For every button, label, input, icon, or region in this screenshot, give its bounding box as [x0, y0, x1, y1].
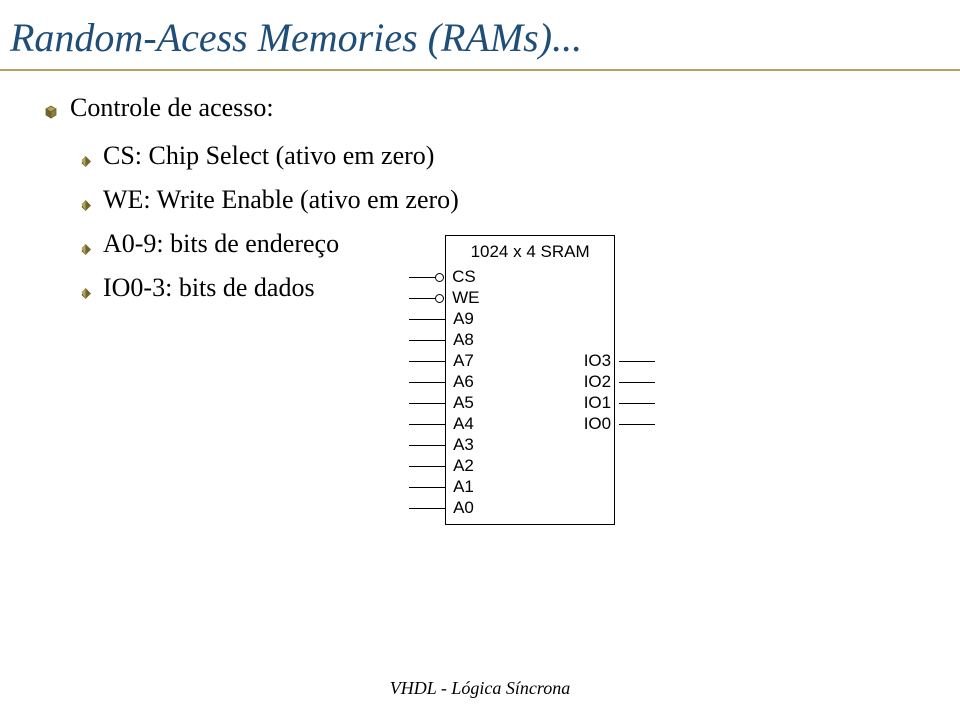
page-title: Random-Acess Memories (RAMs)... — [0, 0, 960, 69]
pin-label: A3 — [453, 435, 474, 455]
pin-left: A9 — [409, 309, 474, 329]
pin-wire — [619, 382, 655, 383]
bullet-level2: CS: Chip Select (ativo em zero) — [80, 141, 930, 171]
pin-left: WE — [409, 288, 479, 308]
diamond-bullet-icon — [80, 232, 91, 262]
pin-label: IO3 — [584, 351, 611, 371]
pin-left: A1 — [409, 477, 474, 497]
pin-right: IO1 — [584, 393, 655, 413]
pin-label: IO2 — [584, 372, 611, 392]
title-rule — [0, 69, 960, 71]
bullet-level1: Controle de acesso: — [44, 93, 930, 123]
chip-title: 1024 x 4 SRAM — [446, 242, 614, 262]
pin-wire — [409, 445, 445, 446]
bullet-level2: IO0-3: bits de dados — [80, 273, 339, 303]
diamond-bullet-icon — [80, 188, 91, 218]
pin-label: A5 — [453, 393, 474, 413]
pin-wire — [409, 487, 445, 488]
pin-wire — [409, 277, 436, 278]
pin-right: IO2 — [584, 372, 655, 392]
pin-wire — [409, 382, 445, 383]
bullet-level2: WE: Write Enable (ativo em zero) — [80, 185, 930, 215]
content-area: Controle de acesso: CS: Chip Select (ati… — [0, 93, 960, 525]
pin-label: A1 — [453, 477, 474, 497]
pin-label: A4 — [453, 414, 474, 434]
bullet-text: CS: Chip Select (ativo em zero) — [103, 141, 434, 171]
footer-text: VHDL - Lógica Síncrona — [0, 678, 960, 699]
pin-wire — [409, 466, 445, 467]
pin-wire — [409, 340, 445, 341]
cube-bullet-icon — [44, 96, 58, 126]
inversion-bubble-icon — [435, 273, 444, 282]
diamond-bullet-icon — [80, 276, 91, 306]
bullet-text: IO0-3: bits de dados — [103, 273, 315, 303]
diamond-bullet-icon — [80, 144, 91, 174]
pin-label: IO0 — [584, 414, 611, 434]
pin-left: A5 — [409, 393, 474, 413]
bullet-text: A0-9: bits de endereço — [103, 229, 339, 259]
pin-label: A6 — [453, 372, 474, 392]
pin-right: IO3 — [584, 351, 655, 371]
pin-wire — [409, 508, 445, 509]
pin-wire — [619, 424, 655, 425]
bullet-text: Controle de acesso: — [70, 93, 274, 123]
pin-wire — [409, 319, 445, 320]
pin-label: A2 — [453, 456, 474, 476]
pin-wire — [409, 403, 445, 404]
inversion-bubble-icon — [435, 294, 444, 303]
pin-left: A4 — [409, 414, 474, 434]
pin-wire — [409, 424, 445, 425]
pin-wire — [409, 361, 445, 362]
pin-left: A2 — [409, 456, 474, 476]
pin-right: IO0 — [584, 414, 655, 434]
pin-wire — [619, 361, 655, 362]
pin-left: A6 — [409, 372, 474, 392]
pin-wire — [619, 403, 655, 404]
pin-label: A8 — [453, 330, 474, 350]
pin-label: A0 — [453, 498, 474, 518]
pin-label: CS — [452, 267, 476, 287]
pin-left: CS — [409, 267, 476, 287]
bullet-text: WE: Write Enable (ativo em zero) — [103, 185, 459, 215]
pin-label: WE — [452, 288, 479, 308]
bullet-level2: A0-9: bits de endereço — [80, 229, 339, 259]
pin-label: A7 — [453, 351, 474, 371]
pin-wire — [409, 298, 436, 299]
pin-left: A8 — [409, 330, 474, 350]
pin-label: A9 — [453, 309, 474, 329]
pin-label: IO1 — [584, 393, 611, 413]
pin-left: A3 — [409, 435, 474, 455]
pin-left: A7 — [409, 351, 474, 371]
pin-left: A0 — [409, 498, 474, 518]
sram-diagram: 1024 x 4 SRAM CSWEA9A8A7A6A5A4A3A2A1A0 I… — [409, 235, 655, 525]
